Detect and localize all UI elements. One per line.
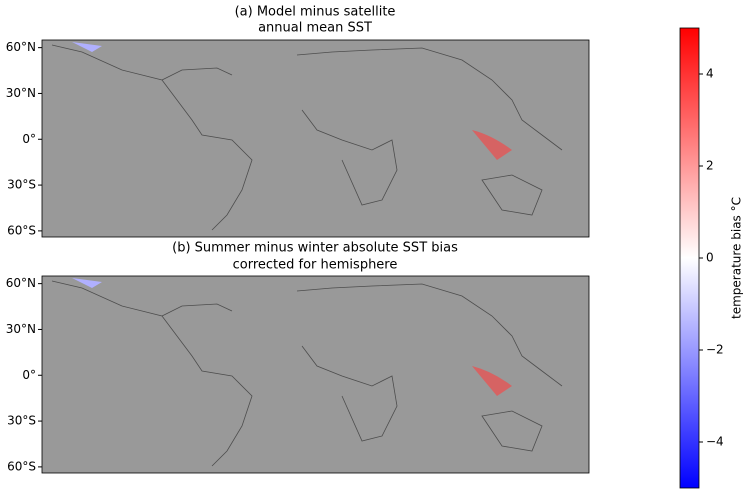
panel-title: (b) Summer minus winter absolute SST bia… [172, 241, 458, 256]
colorbar-tick-label: 2 [706, 159, 714, 173]
lat-tick-label: 60°S [7, 223, 36, 237]
lat-tick-label: 60°N [6, 276, 36, 290]
colorbar-tick-label: −2 [706, 343, 724, 357]
map-frame [41, 39, 590, 238]
lat-tick-label: 30°S [7, 178, 36, 192]
map-frame [41, 275, 590, 474]
panel-title: corrected for hemisphere [233, 258, 398, 273]
colorbar-tick-label: 0 [706, 251, 714, 265]
lat-tick-label: 30°S [7, 414, 36, 428]
lat-tick-label: 0° [22, 132, 36, 146]
lat-tick-label: 30°N [6, 322, 36, 336]
colorbar-tick-label: −4 [706, 435, 724, 449]
lat-tick-label: 60°S [7, 459, 36, 473]
panel-title: (a) Model minus satellite [235, 5, 396, 20]
panel-title: annual mean SST [258, 21, 372, 36]
colorbar-label: temperature bias °C [730, 197, 744, 319]
lat-tick-label: 0° [22, 368, 36, 382]
lat-tick-label: 60°N [6, 40, 36, 54]
lat-tick-label: 30°N [6, 86, 36, 100]
colorbar [679, 27, 700, 489]
colorbar-tick-label: 4 [706, 67, 714, 81]
